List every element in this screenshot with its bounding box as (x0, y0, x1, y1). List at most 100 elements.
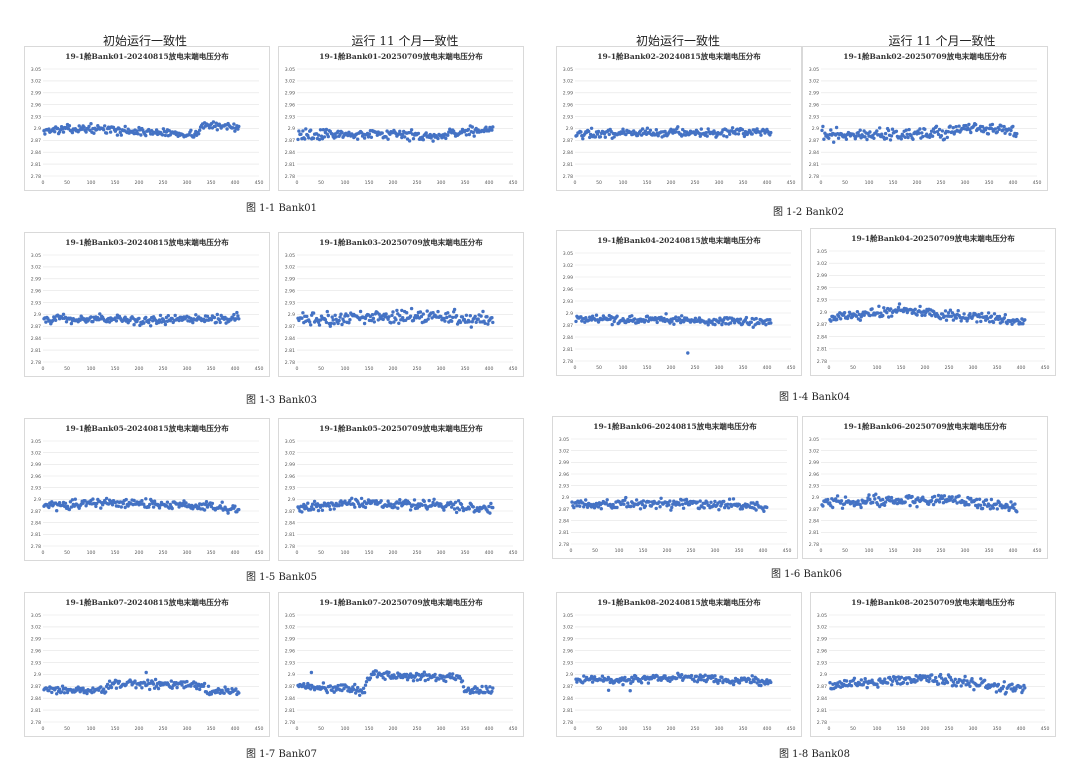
data-point (1003, 505, 1007, 510)
data-point (725, 135, 729, 139)
data-point (835, 494, 840, 498)
data-point (415, 314, 420, 318)
data-point (941, 501, 946, 505)
data-point (363, 683, 368, 687)
data-point (170, 506, 174, 511)
data-point (124, 497, 128, 502)
data-point (855, 683, 860, 688)
data-point (920, 131, 924, 135)
data-point (117, 127, 122, 131)
data-point (858, 128, 862, 132)
x-tick-label: 100 (873, 726, 882, 732)
figure-caption-bank06: 图 1-6 Bank06 (771, 569, 842, 580)
data-point (177, 318, 181, 323)
chart-bank08-20240815: 19-1舱Bank08-20240815放电末端电压分布 3.05 3.02 2.99… (556, 592, 802, 737)
column-header-11-months-left: 运行 11 个月一致性 (351, 34, 459, 48)
data-point (445, 315, 449, 320)
x-tick-label: 450 (787, 365, 796, 371)
data-point (942, 314, 947, 318)
y-tick-label: 2.9 (566, 126, 573, 132)
data-point (148, 687, 152, 692)
column-header-initial-left: 初始运行一致性 (102, 34, 187, 48)
x-tick-label: 450 (783, 548, 792, 554)
data-point (407, 139, 412, 143)
data-point (879, 311, 883, 315)
data-point (984, 498, 989, 502)
x-tick-label: 250 (413, 366, 422, 372)
data-point (611, 502, 615, 507)
data-point (1019, 685, 1023, 689)
data-point (828, 501, 832, 505)
x-tick-label: 200 (913, 548, 922, 554)
data-point (833, 315, 837, 319)
chart-bank05-20250709: 19-1舱Bank05-20250709放电末端电压分布 3.05 3.02 2.99… (278, 418, 524, 561)
data-point (302, 682, 306, 686)
data-point (851, 499, 855, 504)
x-tick-label: 400 (1009, 180, 1018, 186)
data-point (95, 501, 99, 506)
data-point (736, 132, 741, 136)
y-tick-label: 2.84 (563, 335, 573, 341)
data-point (689, 673, 694, 678)
x-tick-label: 300 (437, 726, 446, 732)
data-point (297, 129, 301, 133)
data-point (459, 502, 464, 507)
x-tick-label: 300 (437, 180, 446, 186)
x-tick-label: 250 (945, 726, 954, 732)
data-point (476, 317, 480, 321)
y-tick-label: 2.93 (285, 485, 295, 491)
data-point (61, 130, 66, 134)
data-point (106, 686, 111, 690)
data-point (987, 503, 992, 508)
data-point (930, 134, 935, 138)
data-point (482, 129, 486, 134)
data-point (121, 501, 126, 506)
x-tick-label: 150 (111, 366, 120, 372)
scatter-plot: 19-1舱Bank03-20240815放电末端电压分布 3.05 3.02 2.99… (31, 237, 264, 372)
data-point (299, 132, 303, 136)
data-point (890, 683, 894, 687)
data-point (408, 314, 413, 318)
data-point (466, 127, 471, 132)
data-point (622, 502, 626, 506)
data-point (142, 502, 146, 506)
y-tick-label: 2.93 (817, 298, 827, 304)
data-point (570, 500, 574, 504)
x-tick-label: 0 (296, 180, 299, 186)
data-point (994, 502, 998, 506)
y-tick-label: 2.81 (285, 532, 295, 538)
y-tick-label: 2.9 (34, 672, 41, 678)
data-point (147, 505, 151, 509)
data-point (749, 680, 753, 685)
chart-title: 19-1舱Bank07-20240815放电末端电压分布 (65, 597, 229, 607)
y-tick-label: 2.78 (563, 174, 573, 180)
data-point (407, 501, 412, 506)
y-tick-label: 2.84 (285, 336, 295, 342)
data-point (904, 128, 908, 132)
data-point (822, 137, 826, 141)
y-tick-label: 2.99 (563, 637, 573, 643)
data-point (996, 682, 1001, 687)
data-point (423, 678, 427, 683)
data-point (82, 125, 86, 129)
y-tick-label: 3.05 (285, 253, 295, 259)
data-point (968, 684, 972, 688)
data-point (1002, 124, 1006, 129)
data-point (705, 320, 709, 324)
y-tick-label: 2.81 (31, 348, 41, 354)
data-point (742, 134, 747, 139)
data-point (647, 500, 651, 504)
y-tick-label: 2.78 (31, 174, 41, 180)
data-point (84, 130, 88, 134)
data-point (113, 316, 118, 320)
y-tick-label: 2.9 (34, 126, 41, 132)
chart-title: 19-1舱Bank08-20240815放电末端电压分布 (597, 597, 761, 607)
x-tick-label: 150 (639, 548, 648, 554)
data-point (184, 501, 188, 505)
data-point (575, 680, 579, 684)
x-tick-label: 150 (365, 180, 374, 186)
y-tick-label: 2.87 (563, 138, 573, 144)
data-point (446, 311, 450, 315)
data-point (321, 681, 326, 685)
data-point (486, 322, 490, 326)
